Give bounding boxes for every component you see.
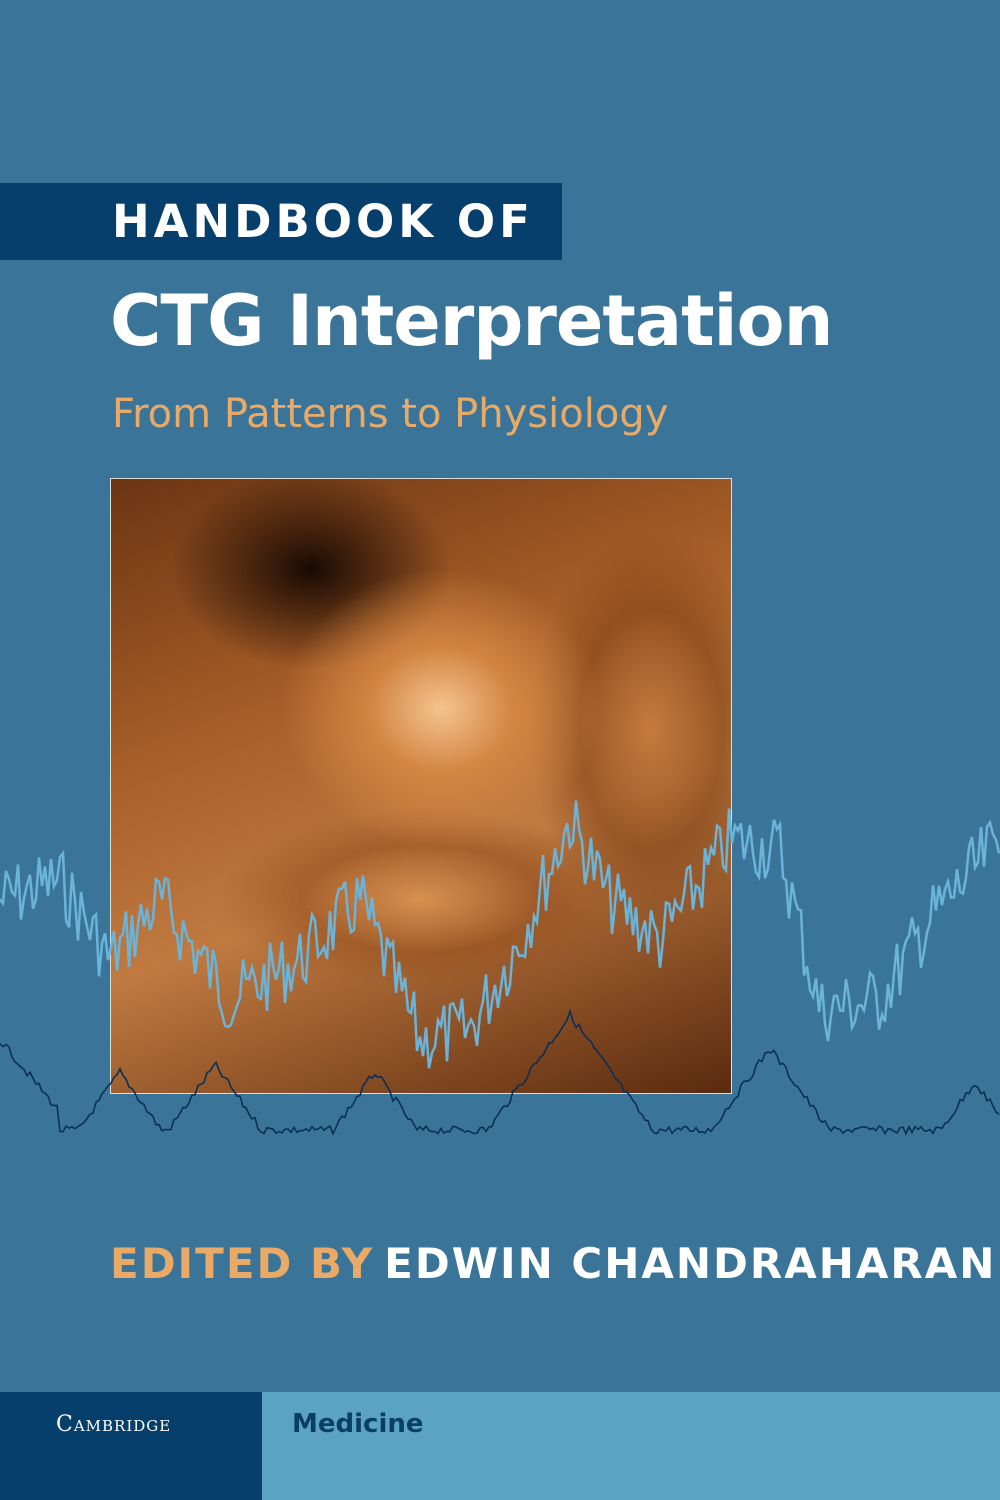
book-subtitle: From Patterns to Physiology — [112, 391, 669, 437]
uterine-contraction-trace — [0, 1008, 1000, 1136]
publisher-block — [0, 1392, 262, 1500]
series-label: HANDBOOK OF — [112, 195, 534, 248]
imprint-label: Medicine — [292, 1409, 424, 1439]
editor-name: EDWIN CHANDRAHARAN — [384, 1239, 997, 1288]
editor-credit: EDITED BY EDWIN CHANDRAHARAN — [110, 1236, 996, 1292]
editor-label: EDITED BY — [110, 1239, 375, 1288]
series-band — [0, 183, 562, 260]
book-title: CTG Interpretation — [110, 280, 833, 362]
imprint-block — [262, 1392, 1000, 1500]
publisher-logo: Cambridge — [56, 1412, 172, 1437]
fetal-ultrasound-image — [110, 478, 732, 1094]
fetal-heart-rate-trace — [0, 800, 1000, 1069]
